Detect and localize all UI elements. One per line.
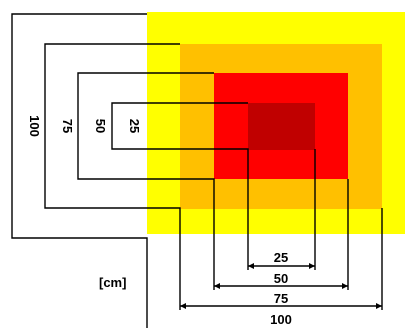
arrowhead-25-left <box>248 263 254 269</box>
dimension-line-vertical-75 <box>44 43 181 310</box>
label-horizontal-100: 100 <box>270 312 292 327</box>
dimension-line-vertical-100 <box>11 13 148 328</box>
label-vertical-75: 75 <box>60 119 75 133</box>
unit-label: [cm] <box>99 275 126 290</box>
square-25 <box>248 103 315 150</box>
dimension-line-vertical-50 <box>77 72 215 290</box>
arrowhead-75-left <box>180 303 186 309</box>
label-horizontal-75: 75 <box>274 291 288 306</box>
label-vertical-25: 25 <box>127 119 142 133</box>
arrowhead-75-right <box>376 303 382 309</box>
label-horizontal-50: 50 <box>274 271 288 286</box>
arrowhead-50-right <box>342 283 348 289</box>
dimension-line-vertical-25 <box>111 102 249 270</box>
label-vertical-50: 50 <box>93 119 108 133</box>
label-vertical-100: 100 <box>27 115 42 137</box>
label-horizontal-25: 25 <box>274 250 288 265</box>
arrowhead-50-left <box>214 283 220 289</box>
arrowhead-25-right <box>309 263 315 269</box>
